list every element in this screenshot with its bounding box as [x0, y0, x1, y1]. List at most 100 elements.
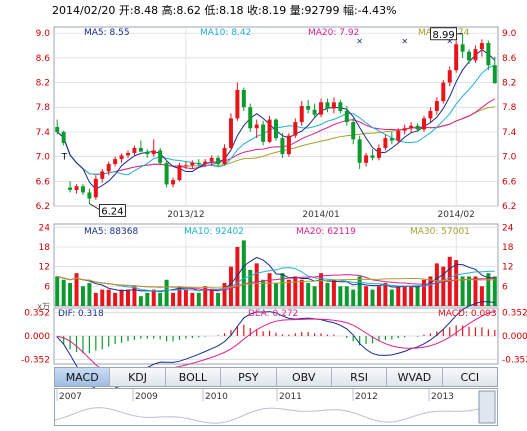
candle-body [460, 44, 465, 52]
price-ytick-left: 7.4 [36, 128, 51, 138]
navigator-year: 2011 [279, 392, 302, 402]
candle-body [428, 110, 433, 119]
candle-body [55, 126, 60, 132]
volume-value: 92799 [304, 4, 340, 17]
volume-ma-legend: MA10: 92402 [184, 227, 244, 237]
max-label: 8.99 [432, 30, 454, 41]
close-label: 收: [247, 4, 262, 17]
candle-body [80, 186, 85, 193]
candle-body [203, 161, 208, 165]
candle-body [126, 152, 130, 156]
candle-body [274, 119, 278, 139]
event-mark: ✕ [446, 37, 453, 46]
candle-body [158, 150, 163, 163]
volume-bar [351, 289, 356, 306]
tab-psy[interactable]: PSY [221, 368, 277, 386]
volume-bar [383, 283, 388, 306]
tab-macd[interactable]: MACD [55, 368, 111, 386]
navigator-trend-line [55, 404, 496, 424]
navigator-year: 2010 [205, 392, 228, 402]
volume-bar [80, 286, 85, 306]
candle-body [454, 44, 459, 71]
candle-body [338, 102, 343, 111]
volume-ytick-right: 12 [502, 263, 513, 273]
volume-bar [331, 279, 336, 306]
tab-cci[interactable]: CCI [460, 370, 480, 384]
volume-bar [280, 273, 285, 306]
candle-body [209, 157, 214, 162]
tab-rsi[interactable]: RSI [332, 368, 388, 386]
candle-body [415, 125, 420, 130]
candle-body [145, 151, 150, 155]
candle-body [196, 162, 201, 165]
volume-ytick-left: 18 [39, 243, 51, 253]
candle-body [177, 165, 182, 181]
volume-bar [409, 286, 414, 306]
price-ytick-right: 8.2 [502, 79, 516, 89]
volume-ma-legend: MA20: 62119 [296, 227, 356, 237]
candle-body [357, 139, 362, 163]
volume-bar [286, 279, 291, 306]
volume-bar [222, 283, 227, 306]
volume-bar [415, 286, 420, 306]
candle-body [87, 192, 92, 199]
high-value: 8.62 [176, 4, 201, 17]
volume-bar [357, 276, 362, 306]
volume-bar [119, 289, 124, 306]
candle-body [267, 119, 272, 142]
high-label: 高: [161, 4, 177, 17]
volume-unit: x万 [37, 302, 50, 311]
volume-bar [132, 286, 137, 306]
macd-legend: DEA: 0.272 [248, 309, 298, 319]
volume-ytick-left: 24 [39, 223, 51, 233]
candle-body [286, 135, 291, 155]
volume-bar [306, 283, 311, 306]
macd-ytick-right: 0.000 [502, 332, 527, 342]
tab-boll[interactable]: BOLL [166, 368, 222, 386]
candle-body [364, 155, 369, 163]
macd-ytick-right: 0.352 [502, 309, 527, 319]
candle-body [319, 102, 324, 115]
volume-bar [171, 292, 176, 306]
candle-body [138, 147, 143, 152]
candle-body [248, 107, 253, 129]
volume-bar [441, 266, 446, 306]
volume-bar [267, 273, 272, 306]
navigator-range-handle [478, 390, 496, 424]
navigator-canvas[interactable]: 2007 2009 2010 2011 2012 2013 [55, 389, 497, 425]
volume-bar [74, 273, 79, 306]
candle-body [106, 164, 111, 172]
candle-body [132, 147, 137, 153]
candle-body [447, 70, 452, 83]
volume-bar [183, 289, 188, 306]
price-ytick-left: 8.2 [36, 79, 50, 89]
volume-ytick-right: 18 [502, 243, 514, 253]
candle-body [370, 155, 375, 158]
volume-bar [261, 279, 266, 306]
volume-bar [344, 286, 349, 306]
volume-bar [389, 289, 394, 306]
event-mark: ✕ [356, 37, 363, 46]
volume-bar [312, 286, 317, 306]
volume-bar [299, 279, 304, 306]
candle-body [331, 102, 336, 109]
macd-ytick-left: 0.000 [24, 332, 50, 342]
tab-obv[interactable]: OBV [277, 368, 332, 386]
open-label: 开: [118, 4, 134, 17]
price-xtick: 2013/12 [167, 210, 204, 220]
price-ytick-left: 6.2 [36, 202, 50, 212]
volume-ytick-right: 24 [502, 223, 514, 233]
volume-bar [216, 292, 221, 306]
timeline-navigator[interactable]: 2007 2009 2010 2011 2012 2013 [54, 388, 498, 426]
change-value: -4.43% [357, 4, 397, 17]
macd-ytick-left: 0.352 [24, 309, 50, 319]
candle-body [396, 130, 401, 141]
volume-bar [293, 276, 298, 306]
tab-kdj[interactable]: KDJ [110, 368, 166, 386]
candle-body [93, 178, 98, 198]
volume-bar [473, 276, 478, 306]
price-ytick-left: 8.6 [36, 54, 51, 64]
tab-wvad[interactable]: WVAD [387, 368, 443, 386]
volume-ma10-line [57, 267, 495, 292]
